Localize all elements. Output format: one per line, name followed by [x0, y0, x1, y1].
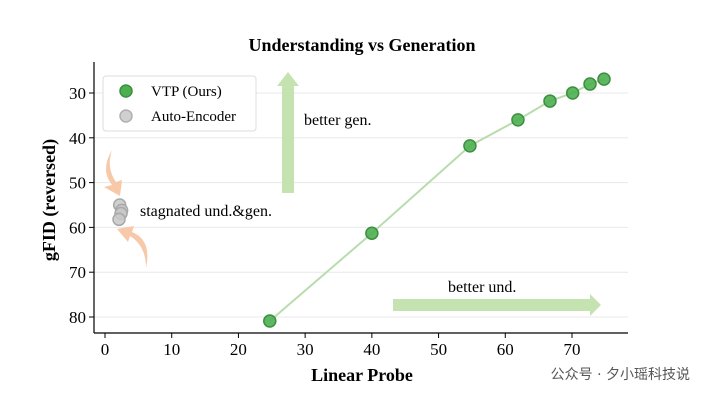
x-tick-label: 0 — [101, 340, 110, 359]
vtp-point — [583, 77, 597, 91]
legend-label-vtp: VTP (Ours) — [151, 84, 222, 100]
annotation-better-und: better und. — [448, 279, 516, 296]
y-tick-label: 70 — [69, 263, 86, 282]
better-und-arrow — [393, 294, 601, 316]
chart-title: Understanding vs Generation — [248, 35, 475, 55]
watermark: 公众号 · 夕小瑶科技说 — [550, 367, 690, 383]
x-tick-label: 60 — [497, 340, 514, 359]
vtp-point — [597, 72, 611, 86]
legend-label-ae: Auto-Encoder — [151, 109, 236, 125]
y-axis-label: gFID (reversed) — [39, 139, 60, 261]
x-tick-label: 40 — [363, 340, 380, 359]
x-tick-label: 50 — [430, 340, 447, 359]
better-gen-arrow — [277, 72, 299, 193]
y-tick-label: 40 — [69, 129, 86, 148]
y-tick-label: 30 — [69, 84, 86, 103]
annotation-stagnated: stagnated und.&gen. — [140, 203, 272, 220]
stagnated-arrow-bottom — [117, 226, 148, 268]
legend-marker-vtp — [119, 84, 133, 98]
legend: VTP (Ours) Auto-Encoder — [102, 75, 257, 132]
ae-point — [112, 212, 126, 227]
vtp-point — [463, 139, 477, 153]
vtp-point — [543, 94, 557, 108]
y-tick-label: 80 — [69, 308, 86, 327]
vtp-point — [511, 113, 525, 127]
y-tick-label: 50 — [69, 174, 86, 193]
annotation-better-gen: better gen. — [304, 112, 372, 129]
x-tick-label: 20 — [230, 340, 247, 359]
x-tick-label: 10 — [163, 340, 180, 359]
x-axis-label: Linear Probe — [311, 365, 413, 385]
vtp-point — [263, 314, 277, 328]
vtp-point — [365, 226, 379, 240]
stagnated-arrow-top — [104, 150, 122, 196]
legend-marker-ae — [119, 109, 133, 123]
vtp-point — [565, 86, 580, 100]
y-tick-label: 60 — [69, 218, 86, 237]
x-tick-label: 70 — [564, 340, 581, 359]
x-tick-label: 30 — [297, 340, 314, 359]
